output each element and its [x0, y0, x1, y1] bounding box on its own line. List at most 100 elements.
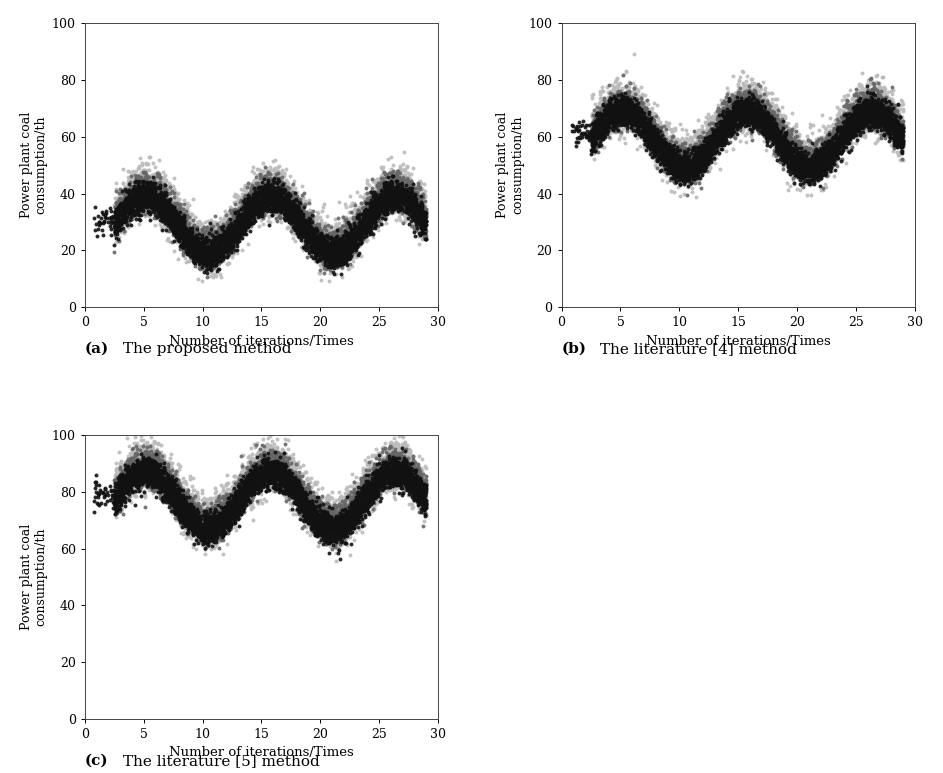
- Point: [412, 203, 427, 215]
- Point: [295, 214, 310, 226]
- Point: [873, 103, 888, 115]
- Point: [367, 205, 382, 217]
- Point: [847, 114, 862, 126]
- Point: [710, 130, 725, 142]
- Point: [653, 135, 669, 147]
- Point: [640, 131, 655, 143]
- Point: [653, 145, 668, 157]
- Point: [279, 452, 294, 465]
- Point: [170, 483, 185, 495]
- Point: [339, 222, 355, 234]
- Point: [303, 499, 318, 511]
- Point: [835, 135, 851, 148]
- Point: [745, 101, 760, 114]
- Point: [126, 453, 141, 465]
- Point: [159, 472, 174, 485]
- Point: [305, 219, 320, 231]
- Point: [626, 105, 641, 117]
- Point: [207, 229, 223, 241]
- Point: [177, 209, 192, 222]
- Point: [866, 94, 881, 107]
- Point: [195, 514, 210, 526]
- Point: [318, 249, 333, 261]
- Point: [243, 212, 258, 224]
- Point: [332, 250, 347, 263]
- Point: [798, 166, 813, 179]
- Point: [637, 112, 652, 124]
- Point: [347, 505, 362, 517]
- Point: [182, 508, 197, 520]
- Point: [209, 526, 224, 539]
- Point: [326, 253, 341, 265]
- Point: [304, 472, 319, 485]
- Point: [814, 156, 829, 169]
- Point: [794, 160, 809, 172]
- Point: [280, 451, 295, 463]
- Point: [419, 471, 434, 483]
- Point: [272, 447, 287, 459]
- Point: [633, 107, 648, 119]
- Point: [234, 479, 249, 492]
- Point: [138, 475, 153, 487]
- Point: [332, 235, 347, 247]
- Point: [363, 194, 378, 206]
- Point: [377, 192, 392, 205]
- Point: [744, 84, 759, 97]
- Point: [130, 174, 145, 186]
- Point: [642, 105, 657, 117]
- Point: [260, 199, 275, 211]
- Point: [169, 210, 184, 223]
- Point: [781, 124, 796, 136]
- Point: [737, 113, 753, 125]
- Point: [215, 513, 230, 526]
- Point: [289, 482, 304, 494]
- Point: [651, 130, 666, 142]
- Point: [405, 184, 420, 196]
- Point: [569, 121, 584, 134]
- Point: [626, 109, 641, 121]
- Point: [111, 200, 126, 213]
- Point: [282, 474, 297, 486]
- Point: [182, 225, 197, 237]
- Point: [384, 184, 399, 196]
- Point: [635, 121, 650, 133]
- Point: [855, 98, 870, 111]
- Point: [670, 146, 685, 158]
- Point: [871, 119, 886, 131]
- Point: [250, 473, 265, 485]
- Point: [209, 504, 224, 516]
- Point: [746, 91, 761, 104]
- Point: [769, 130, 785, 142]
- Point: [306, 220, 322, 233]
- Point: [256, 469, 271, 482]
- Point: [396, 164, 411, 176]
- Point: [300, 234, 315, 247]
- Point: [346, 503, 361, 516]
- Point: [855, 97, 870, 109]
- Point: [615, 101, 630, 114]
- Point: [681, 150, 696, 162]
- Point: [250, 195, 265, 207]
- Point: [139, 472, 154, 485]
- Point: [613, 107, 628, 119]
- Point: [780, 129, 795, 141]
- Point: [367, 209, 382, 222]
- Point: [168, 471, 183, 483]
- Point: [628, 104, 643, 117]
- Point: [663, 145, 678, 158]
- Point: [213, 519, 228, 531]
- Point: [240, 205, 256, 217]
- Point: [196, 257, 211, 270]
- Point: [701, 141, 716, 154]
- Point: [289, 492, 304, 505]
- Point: [343, 510, 358, 523]
- Point: [319, 240, 334, 252]
- Point: [256, 183, 271, 196]
- Point: [895, 131, 910, 144]
- Point: [745, 120, 760, 132]
- Point: [137, 196, 152, 209]
- Point: [688, 154, 703, 166]
- Point: [286, 195, 301, 207]
- Point: [126, 471, 141, 483]
- Point: [244, 468, 259, 480]
